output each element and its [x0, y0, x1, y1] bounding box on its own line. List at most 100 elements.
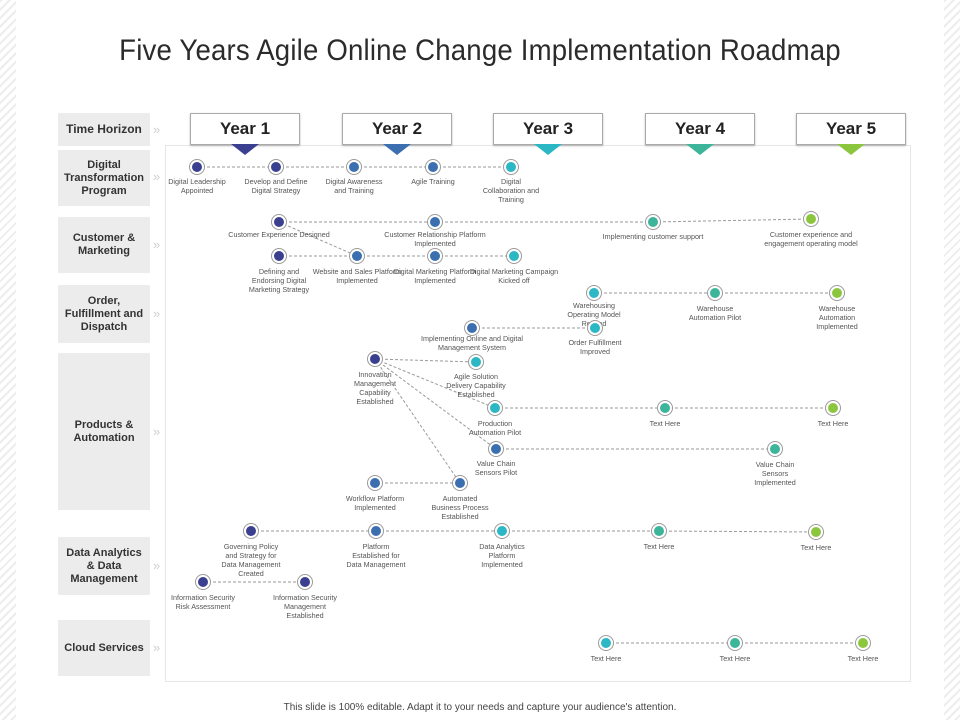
time-horizon-label: Time Horizon [58, 113, 150, 146]
milestone-dot [830, 286, 844, 300]
milestone-dot [489, 442, 503, 456]
milestone-dot [428, 249, 442, 263]
milestone-label: Website and Sales Platform Implemented [312, 267, 402, 285]
milestone-dot [768, 442, 782, 456]
milestone-label: Customer experience and engagement opera… [764, 230, 858, 248]
milestone-label: Value Chain Sensors Pilot [474, 459, 518, 477]
milestone-dot [369, 524, 383, 538]
footer-note: This slide is 100% editable. Adapt it to… [283, 702, 677, 713]
year-4-header: Year 4 [645, 113, 755, 155]
year-3-pointer [534, 144, 562, 155]
year-1-header: Year 1 [190, 113, 300, 155]
year-3-header: Year 3 [493, 113, 603, 155]
milestone-dot [298, 575, 312, 589]
milestone-label: Value Chain Sensors Implemented [754, 460, 796, 487]
chevron-right-icon: » [153, 237, 161, 252]
milestone-label: Warehouse Automation Implemented [816, 304, 858, 331]
milestone-label: Information Security Management Establis… [273, 593, 337, 620]
milestone-label: Text Here [590, 654, 622, 663]
milestone-dot [599, 636, 613, 650]
milestone-dot [488, 401, 502, 415]
year-2-pointer [383, 144, 411, 155]
row-label-data-analytics: Data Analytics & Data Management [58, 537, 150, 595]
milestone-label: Agile Training [411, 177, 455, 186]
milestone-label: Workflow Platform Implemented [345, 494, 405, 512]
milestone-label: Governing Policy and Strategy for Data M… [221, 542, 281, 578]
year-4-label: Year 4 [674, 119, 726, 138]
milestone-label: Digital Marketing Campaign Kicked off [469, 267, 559, 285]
milestone-label: Warehouse Automation Pilot [688, 304, 742, 322]
row-label-customer-marketing: Customer & Marketing [58, 217, 150, 273]
milestone-label: Text Here [643, 542, 675, 551]
milestone-dot [244, 524, 258, 538]
milestone-dot [588, 321, 602, 335]
milestone-dot [350, 249, 364, 263]
milestone-dot [469, 355, 483, 369]
milestone-label: Agile Solution Delivery Capability Estab… [446, 372, 506, 399]
chevron-right-icon: » [153, 424, 161, 439]
chevron-right-icon: » [153, 640, 161, 655]
milestone-label: Implementing Online and Digital Manageme… [421, 334, 523, 352]
milestone-label: Digital Collaboration and Training [482, 177, 540, 204]
milestone-label: Automated Business Process Established [431, 494, 489, 521]
year-5-header: Year 5 [796, 113, 906, 155]
milestone-label: Innovation Management Capability Establi… [354, 370, 396, 406]
connector-line [374, 358, 497, 450]
milestone-label: Text Here [719, 654, 751, 663]
year-5-pointer [837, 144, 865, 155]
year-2-header: Year 2 [342, 113, 452, 155]
milestone-label: Order Fulfillment Improved [568, 338, 622, 356]
milestone-dot [269, 160, 283, 174]
connector-line [278, 221, 358, 257]
milestone-dot [190, 160, 204, 174]
row-label-products-automation: Products & Automation [58, 353, 150, 510]
row-label-digital-transformation: Digital Transformation Program [58, 150, 150, 206]
chevron-right-icon: » [153, 122, 161, 137]
page-title: Five Years Agile Online Change Implement… [119, 34, 841, 67]
milestone-label: Implementing customer support [602, 232, 704, 241]
milestone-dot [728, 636, 742, 650]
chevron-right-icon: » [153, 169, 161, 184]
milestone-label: Text Here [847, 654, 879, 663]
connector-line [374, 358, 477, 363]
milestone-dot [587, 286, 601, 300]
milestone-label: Customer Relationship Platform Implement… [384, 230, 486, 248]
milestone-dot [368, 476, 382, 490]
milestone-label: Information Security Risk Assessment [171, 593, 235, 611]
milestone-label: Customer Experience Designed [228, 230, 330, 239]
milestone-dot [826, 401, 840, 415]
milestone-dot [708, 286, 722, 300]
milestone-dot [465, 321, 479, 335]
milestone-label: Digital Marketing Platform Implemented [393, 267, 477, 285]
milestone-dot [646, 215, 660, 229]
milestone-dot [504, 160, 518, 174]
year-4-pointer [686, 144, 714, 155]
milestone-dot [495, 524, 509, 538]
milestone-dot [652, 524, 666, 538]
milestone-dot [196, 575, 210, 589]
year-1-label: Year 1 [219, 119, 271, 138]
milestone-label: Data Analytics Platform Implemented [479, 542, 525, 569]
connector-line [658, 530, 817, 533]
milestone-label: Platform Established for Data Management [346, 542, 406, 569]
milestone-label: Develop and Define Digital Strategy [244, 177, 308, 195]
milestone-label: Digital Awareness and Training [325, 177, 383, 195]
year-3-label: Year 3 [522, 119, 574, 138]
connector-line [374, 358, 496, 409]
milestone-dot [453, 476, 467, 490]
milestone-label: Text Here [817, 419, 849, 428]
milestone-dot [272, 215, 286, 229]
milestone-label: Digital Leadership Appointed [168, 177, 226, 195]
milestone-dot [856, 636, 870, 650]
milestone-dot [507, 249, 521, 263]
row-label-cloud-services: Cloud Services [58, 620, 150, 676]
milestone-dot [428, 215, 442, 229]
year-5-label: Year 5 [825, 119, 877, 138]
milestone-label: Text Here [800, 543, 832, 552]
year-1-pointer [231, 144, 259, 155]
year-2-label: Year 2 [371, 119, 423, 138]
milestone-dot [809, 525, 823, 539]
milestone-dot [804, 212, 818, 226]
milestone-label: Text Here [649, 419, 681, 428]
milestone-label: Production Automation Pilot [468, 419, 522, 437]
